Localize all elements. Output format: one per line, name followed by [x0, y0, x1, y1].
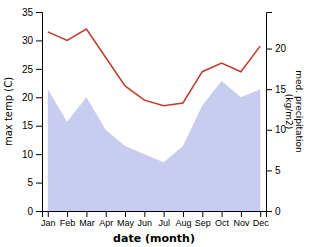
tick: 15 [22, 120, 42, 131]
tick-mark [183, 211, 184, 217]
tick-mark [86, 211, 87, 217]
tick-label: 20 [275, 43, 287, 54]
tick-label: Dec [253, 218, 270, 228]
tick: May [117, 211, 135, 228]
tick-mark [36, 211, 42, 212]
tick: 10 [22, 149, 42, 160]
y2-axis-title: med. precipitation(kg/m2) [284, 70, 304, 152]
tick-mark [67, 211, 68, 217]
tick-label: Jan [41, 218, 56, 228]
tick-mark [36, 69, 42, 70]
y-axis-title: max temp (C) [3, 77, 14, 146]
tick: Mar [79, 211, 95, 228]
tick-mark [241, 211, 242, 217]
tick: 0 [266, 206, 281, 217]
axis-line [43, 212, 267, 218]
tick: 0 [27, 206, 42, 217]
tick-mark [36, 154, 42, 155]
tick-label: Oct [215, 218, 230, 228]
tick: Sep [195, 211, 211, 228]
tick-mark [144, 211, 145, 217]
tick: 35 [22, 7, 42, 18]
tick-mark [266, 89, 272, 90]
tick-mark [202, 211, 203, 217]
tick: 25 [22, 64, 42, 75]
marks [48, 29, 260, 211]
tick-label: Aug [175, 218, 191, 228]
x-axis-title: date (month) [113, 232, 195, 245]
tick-label: 0 [27, 206, 33, 217]
tick-label: 5 [275, 165, 281, 176]
tick-label: Mar [79, 218, 95, 228]
tick-mark [48, 211, 49, 217]
tick: 5 [266, 165, 281, 176]
tick-label: 30 [22, 35, 34, 46]
tick-mark [266, 49, 272, 50]
x-axis: Jan FebMar Apr MayJun Jul Aug Sep OctNovDec [41, 211, 269, 228]
tick: 30 [22, 35, 42, 46]
tick: Jun [138, 211, 153, 228]
tick: Nov [233, 211, 250, 228]
tick: 5 [27, 177, 42, 188]
tick: Feb [60, 211, 76, 228]
tick: 10 [266, 124, 287, 135]
tick-label: 25 [22, 64, 34, 75]
tick: Dec [253, 211, 270, 228]
tick: Jul [158, 211, 170, 228]
chart: Jan FebMar Apr MayJun Jul Aug Sep OctNovDec 0 5 10… [0, 0, 318, 247]
y-axis: 0 5 10 15 20 25 30 35 [22, 7, 43, 217]
tick: Jan [41, 211, 56, 228]
axis-line [36, 13, 43, 212]
tick-mark [164, 211, 165, 217]
tick-label: Sep [195, 218, 211, 228]
axis-line [267, 13, 273, 212]
tick-mark [36, 97, 42, 98]
tick-label: Jun [138, 218, 153, 228]
plot: Jan FebMar Apr MayJun Jul Aug Sep OctNovDec 0 5 10… [3, 7, 304, 245]
tick-label: 20 [22, 92, 34, 103]
tick-label: 5 [27, 177, 33, 188]
tick: 20 [22, 92, 42, 103]
tick-label: 10 [22, 149, 34, 160]
tick: 20 [266, 43, 287, 54]
tick-label: 15 [22, 120, 34, 131]
tick-mark [266, 170, 272, 171]
tick: Oct [215, 211, 230, 228]
tick-mark [36, 40, 42, 41]
tick-mark [36, 126, 42, 127]
tick-label: Apr [99, 218, 113, 228]
tick-label: May [117, 218, 135, 228]
tick-label: Feb [60, 218, 76, 228]
tick-label: Jul [158, 218, 170, 228]
tick-mark [125, 211, 126, 217]
line [48, 29, 260, 106]
tick: 15 [266, 84, 287, 95]
tick: Aug [175, 211, 191, 228]
y2-axis: 0 5 10 15 20 [266, 13, 287, 217]
tick-mark [266, 130, 272, 131]
tick-label: 35 [22, 7, 34, 18]
area [48, 81, 260, 211]
tick-mark [222, 211, 223, 217]
tick-mark [106, 211, 107, 217]
tick-label: 0 [275, 206, 281, 217]
tick-mark [266, 211, 272, 212]
tick-label: Nov [233, 218, 250, 228]
tick-mark [260, 211, 261, 217]
tick-mark [36, 12, 42, 13]
tick-mark [36, 183, 42, 184]
tick: Apr [99, 211, 113, 228]
